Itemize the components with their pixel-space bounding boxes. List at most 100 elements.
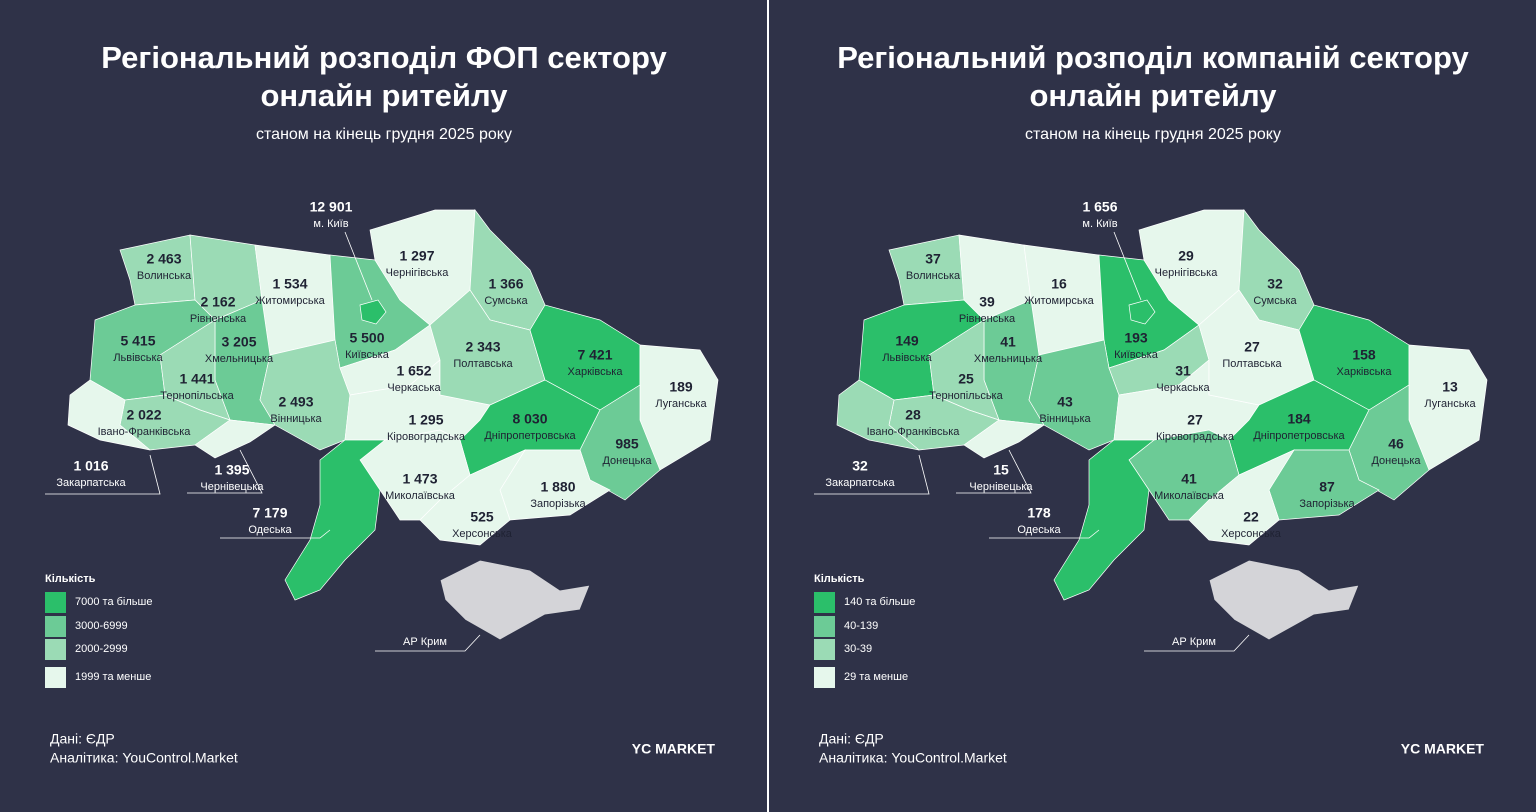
region-value: 43 [1057,394,1073,410]
legend-swatch [814,616,835,637]
region-value: 985 [615,436,639,452]
leader-line [187,449,263,494]
region-value: 1 297 [399,248,434,264]
leader-line [1144,634,1250,652]
region-value: 193 [1124,330,1148,346]
region-value: 5 415 [120,333,155,349]
leader-line [344,231,373,301]
title: Регіональний розподіл ФОП сектору [101,40,667,75]
region-name: Луганська [655,398,707,410]
region-name: Кіровоградська [1156,431,1235,443]
region-name: м. Київ [1082,218,1117,230]
region-name: Миколаївська [385,490,456,502]
leader-line [1113,231,1142,301]
region-name: Дніпропетровська [1253,430,1345,442]
region-value: 5 500 [349,330,384,346]
legend-title: Кількість [814,573,865,585]
region [359,299,387,325]
leader-line [956,449,1032,494]
region-value: 1 880 [540,479,575,495]
region-value: 1 395 [214,462,249,478]
region-value: 2 463 [146,251,181,267]
region-value: 13 [1442,379,1458,395]
region-value: 31 [1175,363,1191,379]
region-value: 1 473 [402,471,437,487]
title: онлайн ритейлу [1030,78,1278,113]
region-name: Черкаська [1156,382,1210,394]
region-value: 1 534 [272,276,307,292]
legend-title: Кількість [45,573,96,585]
region-value: 1 366 [488,276,523,292]
region-name: Сумська [1253,295,1297,307]
region-value: 178 [1027,505,1051,521]
legend-swatch [814,667,835,688]
region-name: Івано-Франківська [98,426,192,438]
region-name: Волинська [137,270,192,282]
region-name: Вінницька [1039,413,1091,425]
region-name: Рівненська [959,313,1016,325]
source: Дані: ЄДР [819,731,884,747]
region-value: 28 [905,407,921,423]
region [1053,439,1155,601]
region [1128,299,1156,325]
region-name: Житомирська [255,295,325,307]
region-value: 16 [1051,276,1067,292]
legend-label: 7000 та більше [75,596,152,608]
crimea [439,559,591,641]
region-name: Полтавська [453,358,513,370]
region-name: Волинська [906,270,961,282]
region-value: 1 652 [396,363,431,379]
region-name: Київська [345,349,390,361]
region-name: Львівська [113,352,163,364]
title: онлайн ритейлу [261,78,509,113]
region-value: 7 421 [577,347,612,363]
region-value: 1 295 [408,412,443,428]
subtitle: станом на кінець грудня 2025 року [1025,126,1281,143]
region-name: Хмельницька [205,353,274,365]
subtitle: станом на кінець грудня 2025 року [256,126,512,143]
leader-line [220,529,331,539]
region-value: 189 [669,379,693,395]
region-name: Тернопільська [929,390,1003,402]
region-name: Вінницька [270,413,322,425]
region-name: Донецька [602,455,652,467]
region-value: 41 [1181,471,1197,487]
region-name: Харківська [568,366,624,378]
region [67,379,151,451]
region-value: 2 022 [126,407,161,423]
region-value: 27 [1244,339,1260,355]
region-name: Дніпропетровська [484,430,576,442]
region-value: 1 441 [179,371,214,387]
region-value: 39 [979,294,995,310]
region-name: Хмельницька [974,353,1043,365]
region-name: Закарпатська [56,477,126,489]
region-name: Житомирська [1024,295,1094,307]
region-value: 2 493 [278,394,313,410]
region-name: Івано-Франківська [867,426,961,438]
legend-swatch [45,667,66,688]
legend-label: 29 та менше [844,671,908,683]
region-name: Херсонська [452,528,513,540]
region-name: Черкаська [387,382,441,394]
region-value: 525 [470,509,494,525]
region-value: 22 [1243,509,1259,525]
source: Дані: ЄДР [50,731,115,747]
region [836,379,920,451]
region-value: 158 [1352,347,1376,363]
region [963,419,1045,459]
region-name: Запорізька [530,498,586,510]
region [284,439,386,601]
region-name: Львівська [882,352,932,364]
crimea-label: АР Крим [403,636,447,648]
region-name: Одеська [248,524,292,536]
logo: YC MARKET [632,741,716,757]
legend-swatch [45,592,66,613]
region-value: 12 901 [310,199,353,215]
region-value: 32 [852,458,868,474]
legend-label: 2000-2999 [75,643,128,655]
legend-label: 140 та більше [844,596,915,608]
region [194,419,276,459]
region-name: Донецька [1371,455,1421,467]
logo: YC MARKET [1401,741,1485,757]
region-name: Харківська [1337,366,1393,378]
